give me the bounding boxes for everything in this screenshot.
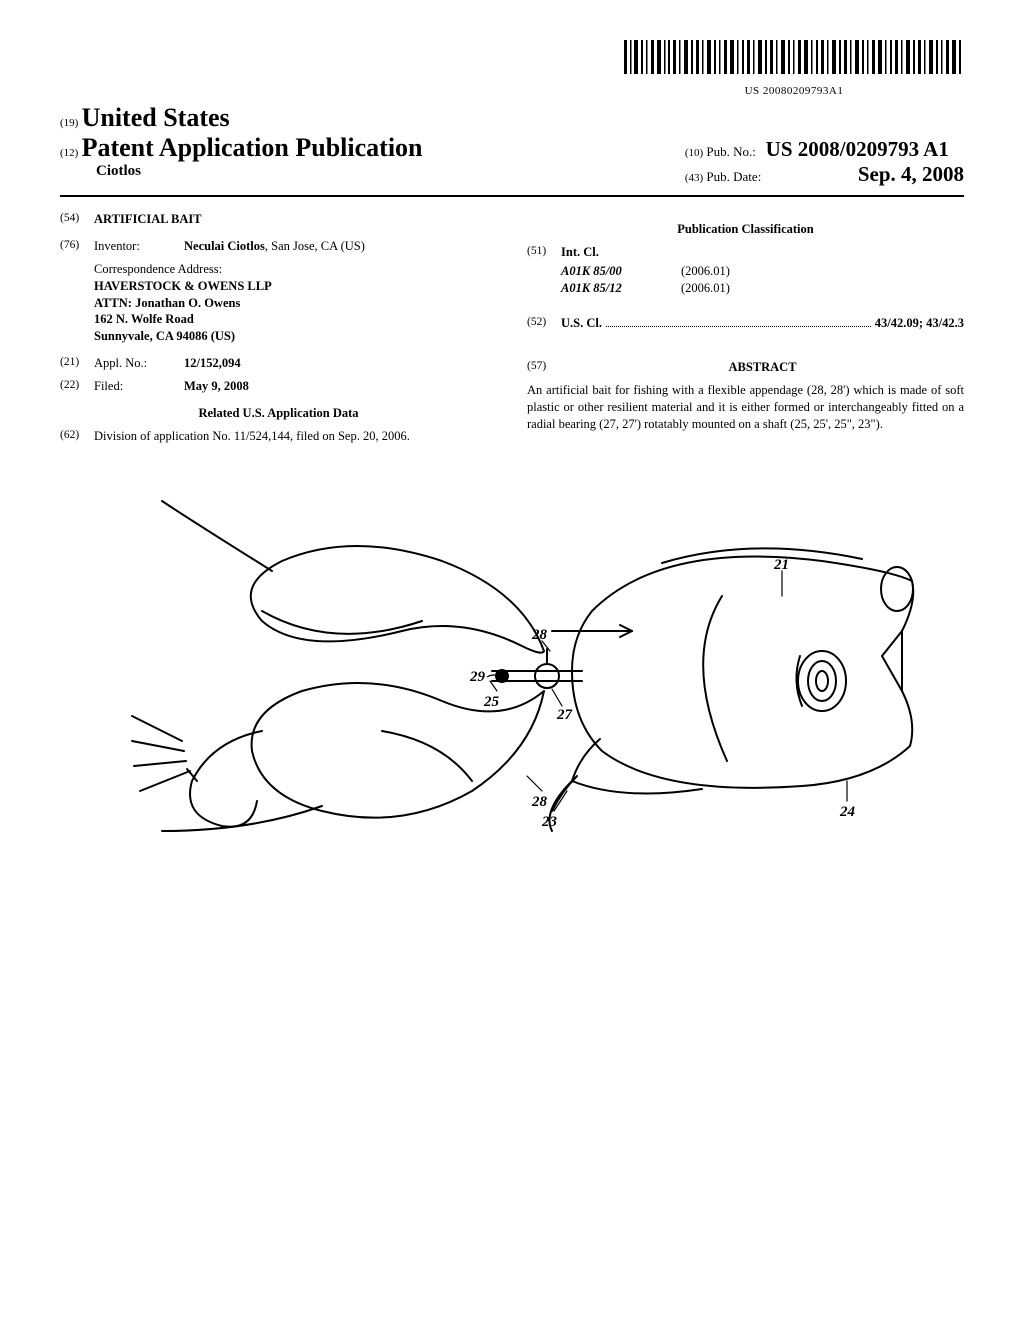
header-rule [60,195,964,197]
title-row: (54) ARTIFICIAL BAIT [60,211,497,228]
pub-no-code: (10) [685,147,703,159]
pub-no-label: Pub. No.: [706,144,755,159]
title-code: (54) [60,211,94,228]
division-text: Division of application No. 11/524,144, … [94,428,497,445]
fig-ref-28b: 28 [531,794,548,810]
abstract-heading: ABSTRACT [561,359,964,376]
intcl-code: (51) [527,244,561,261]
country: United States [82,103,230,132]
uscl-row: (52) U.S. Cl. 43/42.09; 43/42.3 [527,315,964,332]
filed-date: May 9, 2008 [184,378,497,395]
intcl-item-2: A01K 85/12 (2006.01) [561,280,964,297]
pub-date-label: Pub. Date: [706,169,761,184]
header-author: Ciotlos [96,163,423,180]
correspondence-line2: ATTN: Jonathan O. Owens [94,295,497,312]
header-country-line: (19) United States [60,103,964,133]
uscl-label: U.S. Cl. [561,315,602,332]
fig-ref-28a: 28 [531,627,548,643]
related-heading: Related U.S. Application Data [60,405,497,422]
intcl-row: (51) Int. Cl. [527,244,964,261]
intcl-1-year: (2006.01) [681,263,730,280]
applno: 12/152,094 [184,355,497,372]
barcode-text: US 20080209793A1 [624,85,964,97]
fig-ref-21: 21 [773,557,789,573]
pub-date-line: (43) Pub. Date: Sep. 4, 2008 [685,162,964,187]
intcl-2-year: (2006.01) [681,280,730,297]
pub-date-code: (43) [685,172,703,184]
doc-type: Patent Application Publication [82,133,423,162]
correspondence-line4: Sunnyvale, CA 94086 (US) [94,328,497,345]
left-column: (54) ARTIFICIAL BAIT (76) Inventor: Necu… [60,211,497,451]
filed-row: (22) Filed: May 9, 2008 [60,378,497,395]
inventor-loc: , San Jose, CA (US) [265,239,365,253]
inventor-code: (76) [60,238,94,255]
inventor-value: Neculai Ciotlos, San Jose, CA (US) [184,238,497,255]
pub-no-line: (10) Pub. No.: US 2008/0209793 A1 [685,137,964,162]
abstract-text: An artificial bait for fishing with a fl… [527,382,964,433]
doc-type-line: (12) Patent Application Publication [60,133,423,163]
fig-ref-29: 29 [469,669,486,685]
division-row: (62) Division of application No. 11/524,… [60,428,497,445]
applno-row: (21) Appl. No.: 12/152,094 [60,355,497,372]
right-column: Publication Classification (51) Int. Cl.… [527,211,964,451]
correspondence-block: Correspondence Address: HAVERSTOCK & OWE… [94,261,497,345]
applno-code: (21) [60,355,94,372]
header-right: (10) Pub. No.: US 2008/0209793 A1 (43) P… [685,137,964,187]
bibliographic-columns: (54) ARTIFICIAL BAIT (76) Inventor: Necu… [60,211,964,451]
pub-date: Sep. 4, 2008 [858,162,964,186]
inventor-row: (76) Inventor: Neculai Ciotlos, San Jose… [60,238,497,255]
intcl-item-1: A01K 85/00 (2006.01) [561,263,964,280]
uscl-val-text: 43/42.09; 43/42.3 [875,316,964,330]
correspondence-line1: HAVERSTOCK & OWENS LLP [94,278,497,295]
intcl-label: Int. Cl. [561,244,599,261]
correspondence-label: Correspondence Address: [94,261,497,278]
barcode-block: US 20080209793A1 [60,40,964,99]
fig-ref-23: 23 [541,814,558,830]
abstract-heading-row: (57) ABSTRACT [527,359,964,376]
country-code: (19) [60,117,78,129]
barcode-svg [624,40,964,78]
fig-ref-27: 27 [556,707,573,723]
uscl-value: 43/42.09; 43/42.3 [875,315,964,332]
fig-ref-25: 25 [483,694,500,710]
figure-svg: 21 23 24 25 27 28 28 29 [102,481,922,841]
uscl-code: (52) [527,315,561,332]
correspondence-line3: 162 N. Wolfe Road [94,311,497,328]
inventor-name: Neculai Ciotlos [184,239,265,253]
doc-type-code: (12) [60,147,78,159]
filed-label: Filed: [94,378,184,395]
uscl-dots [606,316,871,327]
figure: 21 23 24 25 27 28 28 29 [60,481,964,846]
fig-ref-24: 24 [839,804,856,820]
header: (19) United States (12) Patent Applicati… [60,103,964,187]
invention-title: ARTIFICIAL BAIT [94,211,202,228]
intcl-1: A01K 85/00 [561,263,681,280]
barcode: US 20080209793A1 [624,40,964,97]
intcl-list: A01K 85/00 (2006.01) A01K 85/12 (2006.01… [561,263,964,297]
filed-code: (22) [60,378,94,395]
applno-label: Appl. No.: [94,355,184,372]
abstract-code: (57) [527,359,561,376]
classification-heading: Publication Classification [527,221,964,238]
header-left: (12) Patent Application Publication Ciot… [60,133,423,180]
inventor-label: Inventor: [94,238,184,255]
division-code: (62) [60,428,94,445]
intcl-2: A01K 85/12 [561,280,681,297]
pub-no: US 2008/0209793 A1 [766,137,949,161]
